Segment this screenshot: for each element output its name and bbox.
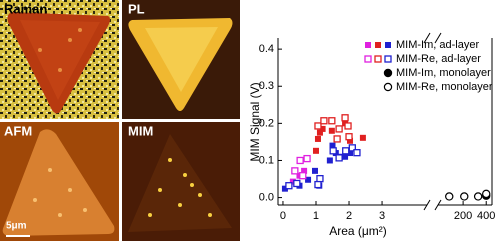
point: [320, 117, 328, 125]
panel-label: Raman: [4, 1, 47, 16]
legend-marker: [384, 55, 392, 63]
legend-label: MIM-Im, monolayer: [396, 67, 491, 79]
point: [333, 135, 341, 143]
point: [314, 122, 322, 130]
legend-label: MIM-Im, ad-layer: [396, 39, 479, 51]
panel-label: MIM: [128, 123, 153, 138]
point: [291, 167, 299, 175]
panel-label: PL: [128, 1, 145, 16]
point: [359, 134, 366, 141]
legend-label: MIM-Re, monolayer: [396, 81, 493, 93]
point: [353, 149, 361, 157]
point: [312, 147, 319, 154]
legend-marker: [364, 55, 372, 63]
point: [335, 125, 343, 133]
point: [348, 144, 356, 152]
pl-image: PL: [122, 0, 240, 119]
point: [347, 137, 354, 144]
x-tick-label: 3: [379, 210, 385, 222]
point: [314, 180, 322, 189]
y-tick-label: 0.4: [259, 43, 274, 55]
point: [335, 154, 343, 162]
point: [319, 125, 326, 132]
point: [460, 192, 469, 201]
point: [342, 153, 349, 160]
point: [296, 156, 304, 165]
point: [305, 176, 312, 183]
raman-image: Raman: [0, 0, 119, 119]
legend-marker: [383, 82, 393, 92]
point: [328, 117, 336, 125]
legend-marker: [365, 42, 371, 48]
mim-image: MIM: [122, 122, 240, 241]
legend-marker: [374, 55, 382, 63]
chart-axes: [277, 32, 493, 211]
y-tick-label: 0.1: [259, 154, 274, 166]
point: [329, 142, 336, 149]
point: [473, 192, 483, 201]
point: [316, 175, 324, 183]
x-tick-label: 400: [477, 210, 495, 222]
legend-label: MIM-Re, ad-layer: [396, 53, 481, 65]
point: [482, 189, 491, 199]
y-tick-label: 0.2: [259, 117, 274, 129]
y-tick-label: 0.0: [259, 191, 274, 203]
point: [303, 154, 311, 163]
afm-image: AFM 5μm: [0, 122, 119, 241]
y-axis-label: MIM Signal (V): [248, 82, 262, 161]
point: [328, 127, 335, 134]
point: [293, 179, 301, 188]
panel-label: AFM: [4, 123, 32, 138]
point: [342, 147, 350, 155]
scale-bar-label: 5μm: [6, 221, 27, 232]
point: [316, 129, 323, 136]
point: [345, 133, 353, 141]
point: [301, 167, 308, 174]
legend-marker: [375, 42, 381, 48]
legend-marker: [385, 42, 391, 48]
x-tick-label: 2: [346, 210, 352, 222]
point: [289, 178, 296, 185]
point: [326, 157, 333, 164]
point: [285, 182, 293, 190]
point: [299, 172, 307, 180]
point: [344, 122, 352, 130]
x-tick-label: 200: [454, 210, 472, 222]
point: [281, 185, 288, 192]
point: [329, 147, 337, 155]
x-tick-label: 0: [280, 210, 286, 222]
legend-marker: [383, 68, 393, 78]
point: [311, 167, 318, 174]
point: [341, 114, 349, 122]
point: [347, 150, 354, 157]
x-tick-label: 1: [313, 210, 319, 222]
point: [445, 192, 454, 201]
y-tick-label: 0.3: [259, 80, 274, 92]
x-axis-label: Area (μm²): [329, 224, 387, 238]
point: [314, 135, 321, 142]
